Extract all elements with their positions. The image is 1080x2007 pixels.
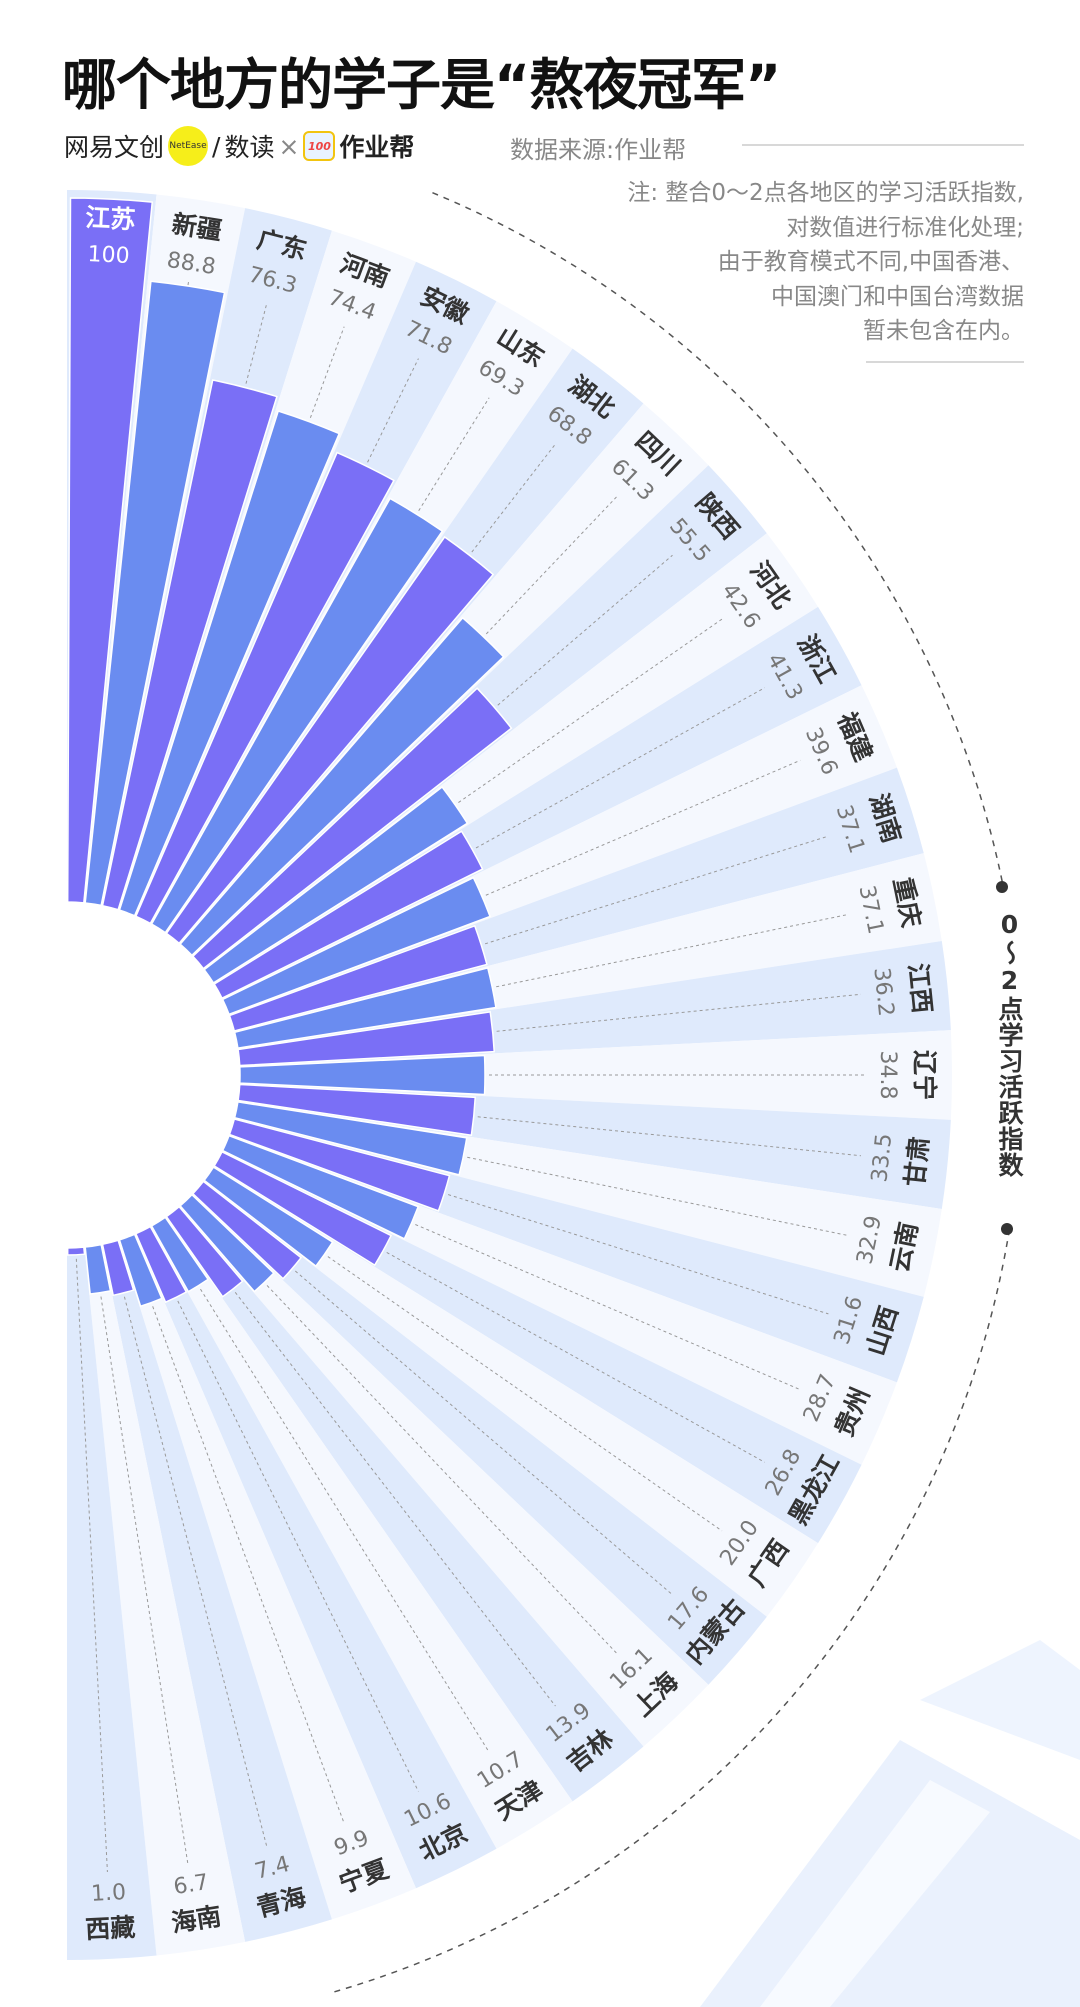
arc-dot xyxy=(1001,1223,1013,1235)
dashed-arc xyxy=(330,1229,1011,1994)
sector-bg xyxy=(165,1206,644,1802)
value-label: 100 xyxy=(87,242,130,269)
leader-line xyxy=(485,496,618,635)
arc-dot xyxy=(996,881,1008,893)
sector-bg xyxy=(118,1233,417,1920)
leader-line xyxy=(309,326,345,419)
times: × xyxy=(278,131,300,161)
sector-bg xyxy=(203,1166,819,1617)
note-line: 由于教育模式不同,中国香港、 xyxy=(717,249,1024,275)
leader-line xyxy=(266,1285,618,1654)
note-line: 注: 整合0～2点各地区的学习活跃指数, xyxy=(627,180,1024,206)
note-line: 对数值进行标准化处理; xyxy=(786,214,1024,241)
leader-line xyxy=(418,397,490,512)
partner-icon: 100 xyxy=(303,131,336,161)
leader-line xyxy=(471,443,556,553)
value-label: 1.0 xyxy=(90,1880,126,1907)
axis-label: 0～2点学习活跃指数 xyxy=(995,910,1024,1178)
leader-line xyxy=(415,1224,801,1391)
decoration xyxy=(920,1640,1080,1760)
sector-bg xyxy=(135,1226,497,1889)
source: 数据来源:作业帮 xyxy=(510,136,687,164)
leader-line xyxy=(327,1256,723,1532)
category-label: 辽宁 xyxy=(910,1050,939,1100)
sector-bg xyxy=(179,1194,709,1747)
sector-bg xyxy=(84,1244,246,1956)
value-label: 33.5 xyxy=(867,1132,897,1183)
leader-line xyxy=(447,1194,829,1315)
decoration xyxy=(760,1780,990,2007)
title: 哪个地方的学子是“熬夜冠军” xyxy=(62,53,781,117)
category-label: 江西 xyxy=(903,962,937,1015)
leader-line xyxy=(496,993,861,1032)
value-label: 6.7 xyxy=(172,1870,210,1900)
sector-bg xyxy=(239,1030,953,1120)
category-label: 西藏 xyxy=(85,1913,136,1944)
inner-hole xyxy=(0,902,240,1248)
partner: 作业帮 xyxy=(339,133,415,162)
sector-bg xyxy=(150,1216,573,1849)
leader-line xyxy=(152,1306,345,1824)
leader-line xyxy=(187,282,189,287)
leader-line xyxy=(177,1300,419,1792)
badge: NetEase xyxy=(168,126,209,166)
notes: 注: 整合0～2点各地区的学习活跃指数, 对数值进行标准化处理; 由于教育模式不… xyxy=(627,176,1024,349)
slash: / xyxy=(212,131,221,161)
column: 数读 xyxy=(224,133,275,162)
leader-line xyxy=(386,1252,765,1463)
note-line: 中国澳门和中国台湾数据 xyxy=(771,283,1024,310)
leader-line xyxy=(475,687,765,849)
note-line: 暂未包含在内。 xyxy=(863,318,1024,344)
category-label: 甘肃 xyxy=(900,1135,934,1188)
leader-line xyxy=(294,1270,673,1596)
leader-line xyxy=(467,1156,849,1237)
bar xyxy=(66,1246,86,1256)
category-label: 江苏 xyxy=(85,203,136,234)
leader-line xyxy=(477,1116,861,1157)
value-label: 36.2 xyxy=(868,966,898,1017)
leader-line xyxy=(245,302,268,384)
sector-bg xyxy=(101,1240,332,1942)
logo: 网易文创 NetEase / 数读 × 100 作业帮 xyxy=(64,126,414,166)
leader-line xyxy=(75,1258,108,1873)
dashed-arc xyxy=(432,192,1004,887)
brand: 网易文创 xyxy=(64,133,165,162)
leader-line xyxy=(200,1288,490,1753)
leader-line xyxy=(497,554,673,706)
value-label: 34.8 xyxy=(875,1051,900,1100)
leader-line xyxy=(367,358,419,463)
sector-bg xyxy=(192,1180,767,1685)
leader-line xyxy=(123,1296,268,1848)
sector-bg xyxy=(67,1247,157,1960)
